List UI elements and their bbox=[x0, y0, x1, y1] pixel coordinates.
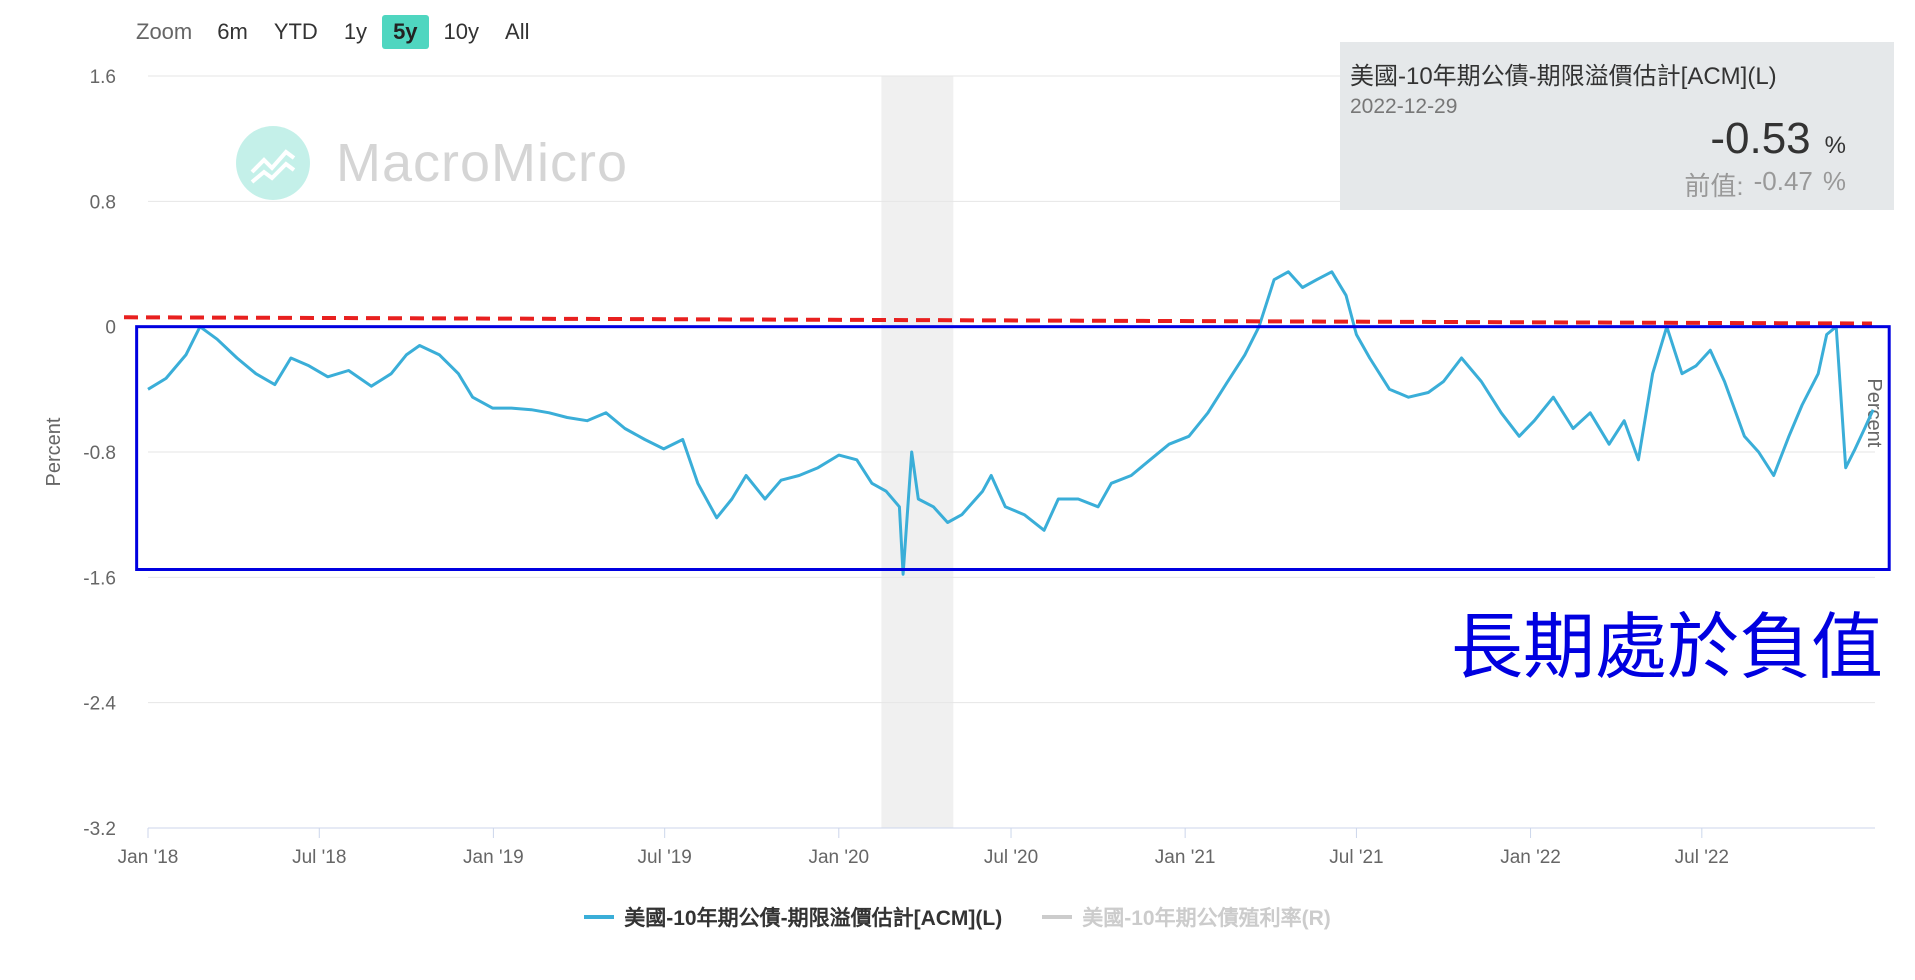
macromicro-logo-icon bbox=[236, 126, 310, 200]
zoom-bar: Zoom 6m YTD 1y 5y 10y All bbox=[136, 14, 540, 50]
annotation-box bbox=[135, 325, 1891, 571]
watermark: MacroMicro bbox=[236, 126, 628, 200]
zoom-10y-button[interactable]: 10y bbox=[443, 19, 480, 44]
zoom-label: Zoom bbox=[136, 19, 193, 44]
legend-item-acm[interactable]: 美國-10年期公債-期限溢價估計[ACM](L) bbox=[584, 902, 1002, 932]
tooltip-value: -0.53 bbox=[1710, 114, 1811, 163]
legend-swatch-acm bbox=[584, 915, 615, 919]
y-tick-label: -3.2 bbox=[83, 819, 116, 840]
tooltip-unit: % bbox=[1824, 132, 1846, 159]
tooltip-date: 2022-12-29 bbox=[1350, 95, 1458, 118]
tooltip: 美國-10年期公債-期限溢價估計[ACM](L) 2022-12-29 -0.5… bbox=[1340, 42, 1894, 210]
zoom-1y-button[interactable]: 1y bbox=[343, 19, 368, 44]
x-tick-label: Jan '19 bbox=[463, 847, 524, 868]
zoom-all-button[interactable]: All bbox=[505, 19, 530, 44]
y-axis-title-right: Percent bbox=[1863, 378, 1885, 447]
x-tick-label: Jan '20 bbox=[808, 847, 869, 868]
legend-swatch-yield bbox=[1042, 915, 1073, 919]
legend-label-acm: 美國-10年期公債-期限溢價估計[ACM](L) bbox=[624, 907, 1003, 930]
y-tick-label: 0 bbox=[105, 318, 116, 339]
x-tick-label: Jul '18 bbox=[292, 847, 346, 868]
y-tick-label: -1.6 bbox=[83, 568, 116, 589]
annotation-dashed-line bbox=[123, 315, 1873, 326]
y-tick-label: 0.8 bbox=[90, 192, 116, 213]
x-tick-label: Jul '21 bbox=[1329, 847, 1383, 868]
legend: 美國-10年期公債-期限溢價估計[ACM](L) 美國-10年期公債殖利率(R) bbox=[0, 902, 1915, 932]
y-tick-label: -0.8 bbox=[83, 443, 116, 464]
x-tick-label: Jan '21 bbox=[1155, 847, 1216, 868]
watermark-text: MacroMicro bbox=[336, 133, 629, 193]
legend-item-yield[interactable]: 美國-10年期公債殖利率(R) bbox=[1042, 902, 1331, 932]
y-tick-label: 1.6 bbox=[90, 67, 116, 88]
x-tick-label: Jul '20 bbox=[984, 847, 1038, 868]
y-tick-label: -2.4 bbox=[83, 694, 116, 715]
annotation-text: 長期處於負值 bbox=[1450, 605, 1883, 689]
tooltip-title: 美國-10年期公債-期限溢價估計[ACM](L) bbox=[1350, 63, 1777, 90]
zoom-ytd-button[interactable]: YTD bbox=[273, 19, 318, 44]
x-tick-label: Jul '22 bbox=[1675, 847, 1729, 868]
zoom-5y-button[interactable]: 5y bbox=[382, 15, 429, 49]
x-tick-label: Jul '19 bbox=[638, 847, 692, 868]
tooltip-prev-label: 前值: bbox=[1684, 171, 1744, 201]
x-tick-label: Jan '22 bbox=[1500, 847, 1561, 868]
series-line-acm bbox=[147, 270, 1875, 576]
tooltip-prev-unit: % bbox=[1822, 166, 1846, 196]
tooltip-prev-value: -0.47 bbox=[1753, 166, 1813, 196]
x-tick-label: Jan '18 bbox=[118, 847, 179, 868]
zoom-6m-button[interactable]: 6m bbox=[217, 19, 248, 44]
y-axis-title-left: Percent bbox=[43, 417, 65, 486]
legend-label-yield: 美國-10年期公債殖利率(R) bbox=[1082, 907, 1331, 930]
